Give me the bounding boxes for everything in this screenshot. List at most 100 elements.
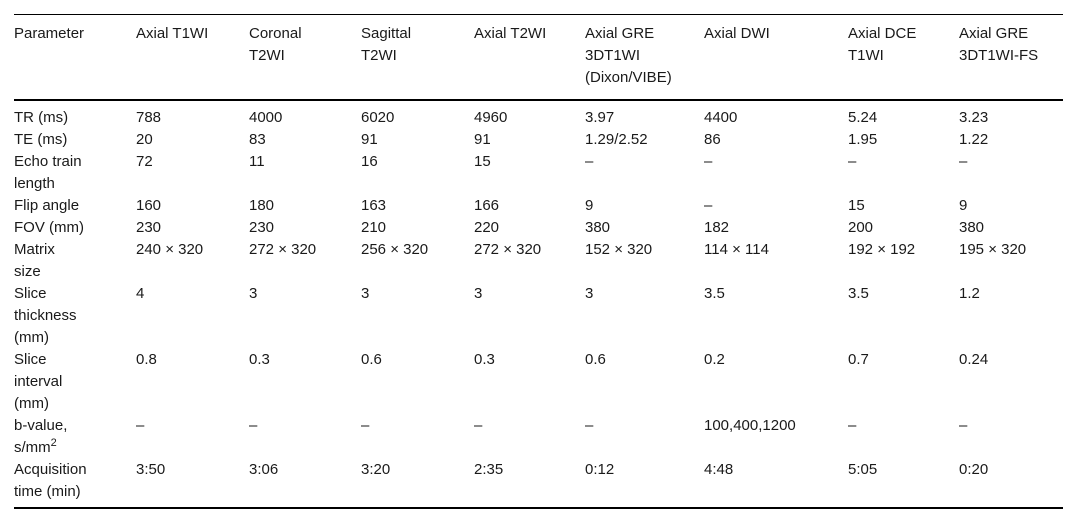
table-cell: 11 [249, 153, 265, 170]
table-cell: 3:20 [361, 459, 474, 509]
table-row: Echo train length 72 11 16 15 – – – – [14, 151, 1063, 195]
row-label: Acquisition time (min) [14, 459, 136, 509]
table-cell: 1.2 [959, 285, 980, 302]
row-label: Slice interval (mm) [14, 351, 63, 412]
table-cell: 3.5 [704, 285, 725, 302]
table-cell: 1.95 [848, 131, 878, 148]
table-row: b-value, s/mm2 – – – – – 100,400,1200 – – [14, 415, 1063, 459]
table-cell: 20 [136, 131, 153, 148]
table-cell: 3.5 [848, 285, 869, 302]
table-row: Matrix size 240 × 320 272 × 320 256 × 320 272… [14, 239, 1063, 283]
table-cell: 3 [249, 285, 258, 302]
table-cell: – [959, 153, 968, 170]
table-cell: 91 [474, 131, 491, 148]
table-cell: 86 [704, 131, 721, 148]
mri-parameters-table: Parameter Axial T1WI Coronal T2WI Sagittal T2… [14, 14, 1063, 509]
table-cell: 1.22 [959, 131, 989, 148]
table-cell: 5:05 [848, 459, 959, 509]
row-label: Echo train length [14, 153, 82, 192]
superscript: 2 [50, 437, 57, 449]
table-cell: – [361, 417, 370, 434]
table-cell: 0.24 [959, 351, 989, 368]
table-cell: 380 [585, 219, 611, 236]
table-cell: – [585, 153, 594, 170]
table-cell: – [474, 417, 483, 434]
header-cell: Axial GRE 3DT1WI (Dixon/VIBE) [585, 14, 704, 101]
table-row: Flip angle 160 180 163 166 9 – 15 9 [14, 195, 1063, 217]
table-cell: 72 [136, 153, 153, 170]
table-cell: 3 [585, 285, 594, 302]
table-cell: 0:12 [585, 459, 704, 509]
table-cell: 4960 [474, 109, 508, 126]
table-cell: 256 × 320 [361, 241, 429, 258]
table-cell: – [704, 197, 713, 214]
table-cell: 230 [249, 219, 275, 236]
table-cell: 6020 [361, 109, 395, 126]
table-cell: 0.7 [848, 351, 869, 368]
table-cell: 0.6 [585, 351, 606, 368]
table-cell: 163 [361, 197, 387, 214]
table-cell: 5.24 [848, 109, 878, 126]
table-cell: 182 [704, 219, 730, 236]
table-cell: 91 [361, 131, 378, 148]
table-cell: 100,400,1200 [704, 417, 796, 434]
row-label: TR (ms) [14, 109, 69, 126]
header-cell: Axial DCE T1WI [848, 14, 959, 101]
table-cell: 1.29/2.52 [585, 131, 648, 148]
table-cell: 0.6 [361, 351, 382, 368]
header-cell: Axial T2WI [474, 14, 585, 101]
table-cell: 0:20 [959, 459, 1063, 509]
table-cell: 4000 [249, 109, 283, 126]
table-cell: 9 [959, 197, 968, 214]
table-row: Acquisition time (min) 3:50 3:06 3:20 2:35 0:1… [14, 459, 1063, 509]
table-cell: – [848, 417, 857, 434]
table-cell: 16 [361, 153, 378, 170]
table-cell: 180 [249, 197, 275, 214]
table-cell: 788 [136, 109, 162, 126]
table-cell: 2:35 [474, 459, 585, 509]
row-label: Matrix size [14, 241, 55, 280]
table-cell: – [848, 153, 857, 170]
table-cell: – [959, 417, 968, 434]
table-body: TR (ms) 788 4000 6020 4960 3.97 4400 5.24 3.23 TE… [14, 100, 1063, 509]
table-cell: 4400 [704, 109, 738, 126]
table-cell: 272 × 320 [474, 241, 542, 258]
table-cell: 3.97 [585, 109, 615, 126]
row-label: FOV (mm) [14, 219, 84, 236]
header-cell: Axial GRE 3DT1WI-FS [959, 14, 1063, 101]
table-cell: 3 [361, 285, 370, 302]
table-cell: 220 [474, 219, 500, 236]
row-label: b-value, s/mm2 [14, 417, 68, 456]
header-cell: Axial T1WI [136, 14, 249, 101]
table-cell: 195 × 320 [959, 241, 1027, 258]
table-cell: 152 × 320 [585, 241, 653, 258]
table-cell: 3 [474, 285, 483, 302]
header-row: Parameter Axial T1WI Coronal T2WI Sagittal T2… [14, 14, 1063, 101]
table-cell: 3.23 [959, 109, 989, 126]
header-cell: Coronal T2WI [249, 14, 361, 101]
table-cell: 15 [474, 153, 491, 170]
table-row: Slice thickness (mm) 4 3 3 3 3 3.5 3.5 1.2 [14, 283, 1063, 349]
table-cell: 114 × 114 [704, 241, 769, 258]
table-cell: – [585, 417, 594, 434]
header-cell: Parameter [14, 14, 136, 101]
table-cell: 210 [361, 219, 387, 236]
table-cell: 272 × 320 [249, 241, 317, 258]
table-cell: 166 [474, 197, 500, 214]
table-cell: 15 [848, 197, 865, 214]
table-cell: 240 × 320 [136, 241, 204, 258]
table-cell: 0.8 [136, 351, 157, 368]
table-cell: 4 [136, 285, 145, 302]
table-row: TR (ms) 788 4000 6020 4960 3.97 4400 5.24 3.23 [14, 100, 1063, 129]
header-cell: Axial DWI [704, 14, 848, 101]
table-cell: 0.3 [249, 351, 270, 368]
table-cell: 160 [136, 197, 162, 214]
table-cell: 0.3 [474, 351, 495, 368]
table-cell: 3:50 [136, 459, 249, 509]
table-row: Slice interval (mm) 0.8 0.3 0.6 0.3 0.6 0.2 0.7 0.… [14, 349, 1063, 415]
header-cell: Sagittal T2WI [361, 14, 474, 101]
table-cell: 83 [249, 131, 266, 148]
row-label: TE (ms) [14, 131, 68, 148]
row-label: Slice thickness (mm) [14, 285, 77, 346]
